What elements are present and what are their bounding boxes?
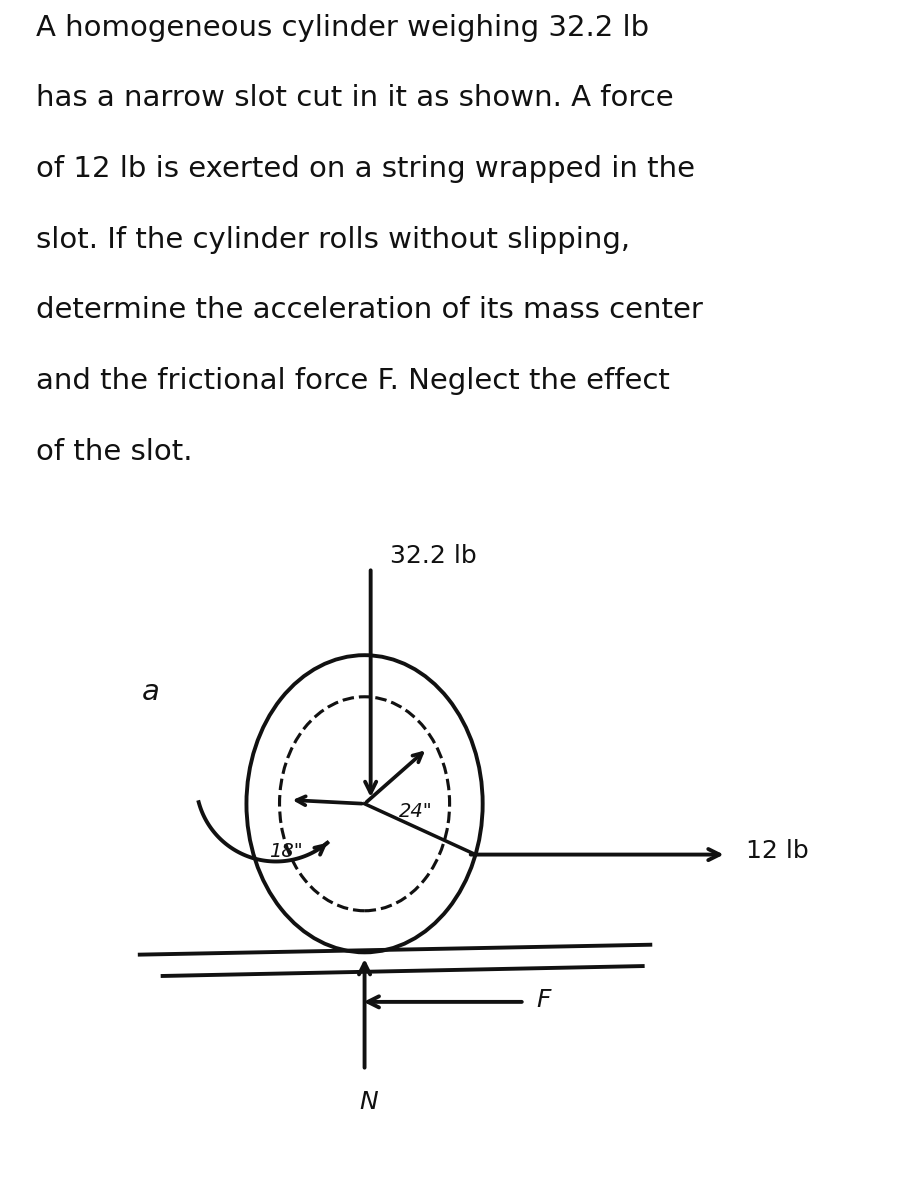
Text: has a narrow slot cut in it as shown. A force: has a narrow slot cut in it as shown. A … — [36, 84, 673, 113]
Text: A homogeneous cylinder weighing 32.2 lb: A homogeneous cylinder weighing 32.2 lb — [36, 13, 649, 42]
Text: a: a — [142, 678, 160, 706]
Text: 32.2 lb: 32.2 lb — [389, 544, 476, 568]
Text: slot. If the cylinder rolls without slipping,: slot. If the cylinder rolls without slip… — [36, 226, 630, 253]
Text: determine the acceleration of its mass center: determine the acceleration of its mass c… — [36, 296, 702, 324]
Text: 18": 18" — [269, 842, 302, 860]
Text: of 12 lb is exerted on a string wrapped in the: of 12 lb is exerted on a string wrapped … — [36, 155, 695, 184]
Text: of the slot.: of the slot. — [36, 438, 193, 466]
Text: and the frictional force F. Neglect the effect: and the frictional force F. Neglect the … — [36, 367, 670, 395]
Text: 24": 24" — [398, 802, 432, 821]
Text: F: F — [536, 988, 549, 1012]
Text: N: N — [359, 1090, 377, 1114]
Text: 12 lb: 12 lb — [745, 839, 807, 863]
